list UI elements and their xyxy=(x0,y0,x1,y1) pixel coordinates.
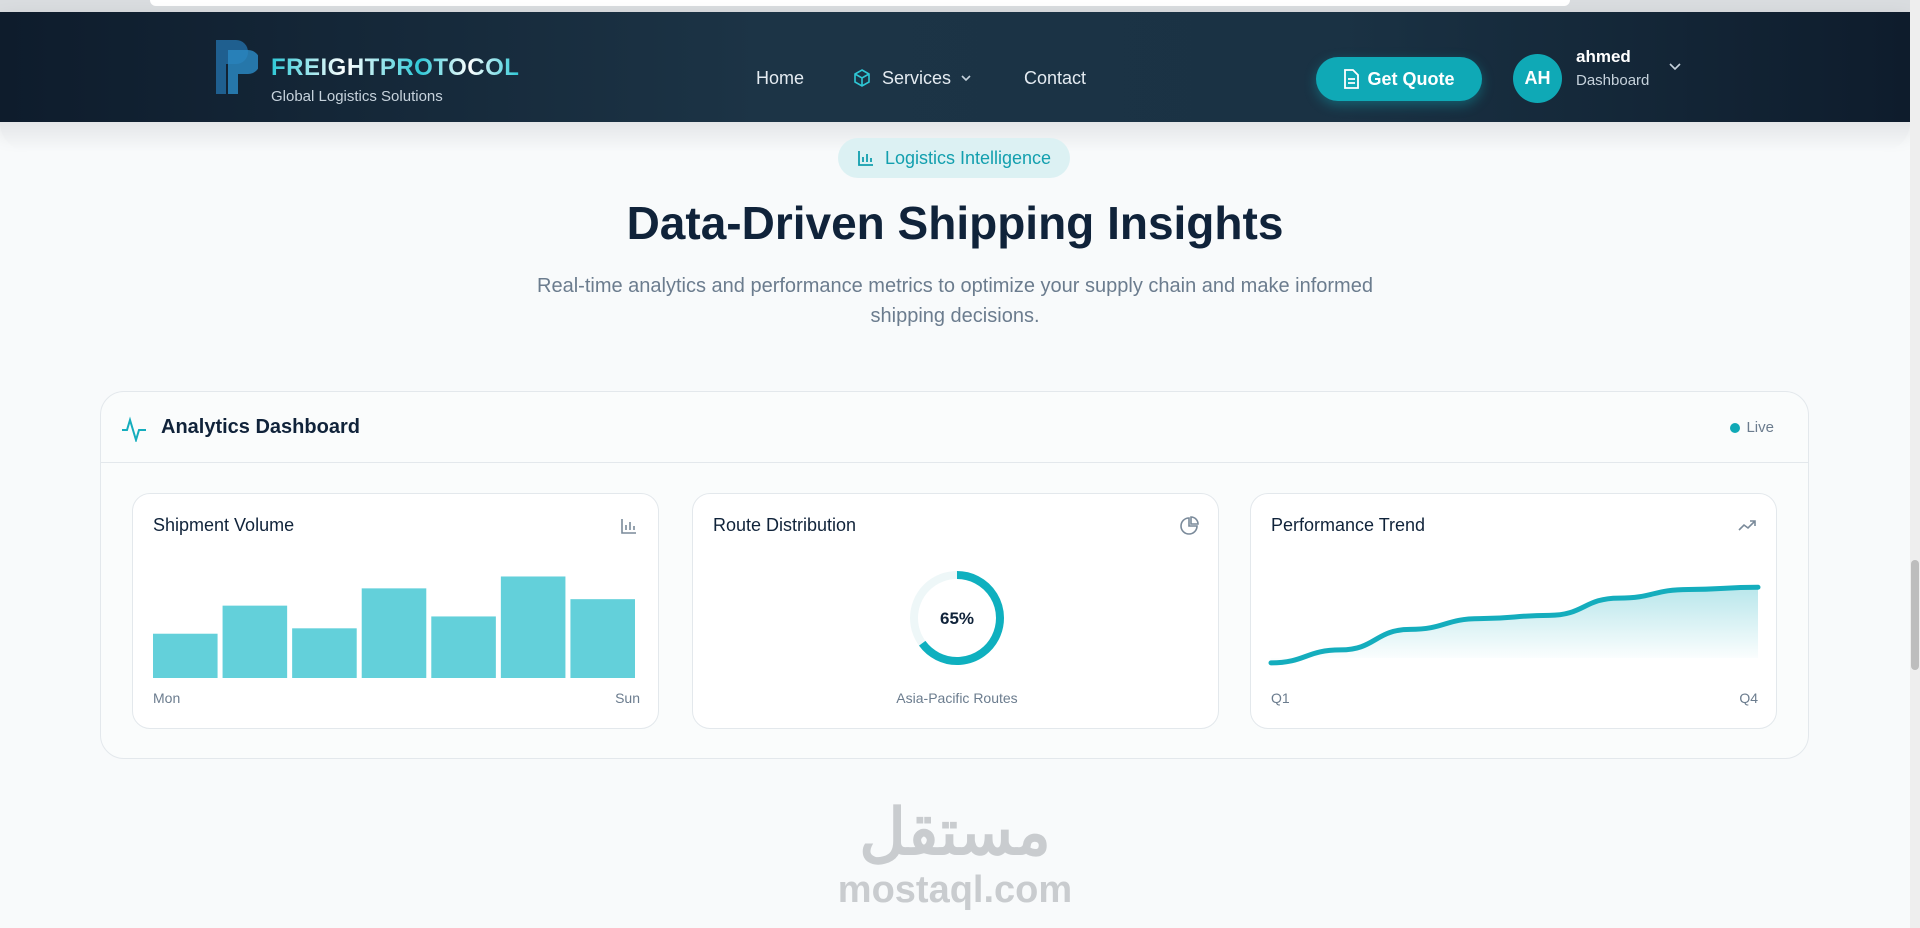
watermark-latin: mostaql.com xyxy=(837,869,1073,911)
logo[interactable] xyxy=(212,36,258,98)
nav-link[interactable]: Home xyxy=(756,68,805,88)
avatar[interactable]: AH xyxy=(1513,54,1562,103)
donut-arc xyxy=(918,571,1004,665)
nav-link[interactable]: Services xyxy=(882,68,952,88)
browser-bar xyxy=(0,0,1910,12)
icon-path xyxy=(1738,520,1756,531)
dashboard-card: Analytics Dashboard Live Shipment Volume… xyxy=(100,391,1809,759)
scroll-thumb[interactable] xyxy=(1911,560,1919,670)
x-tick-label: Q1 xyxy=(1271,690,1290,706)
x-tick-label: Mon xyxy=(153,690,180,706)
chart: Shipment Volume Mon Sun xyxy=(153,515,640,706)
chart-icon xyxy=(1738,520,1756,531)
bar xyxy=(570,599,635,678)
doc-icon xyxy=(1344,69,1360,89)
services-icon xyxy=(854,69,870,87)
bar xyxy=(153,633,218,678)
bar xyxy=(500,576,566,678)
chart: Route Distribution 65% Asia-Pacific Routes xyxy=(713,515,1199,706)
chart-icon xyxy=(621,519,636,534)
bar xyxy=(222,605,288,678)
x-tick-label: Q4 xyxy=(1739,690,1758,706)
donut-value: 65% xyxy=(940,609,974,628)
user-chevron[interactable] xyxy=(1668,62,1682,72)
icon-path xyxy=(1180,516,1199,535)
brand[interactable]: FREIGHTPROTOCOL xyxy=(271,54,520,81)
user-role: Dashboard xyxy=(1576,72,1650,89)
scrollbar[interactable] xyxy=(1910,0,1920,928)
live-status: Live xyxy=(1746,419,1774,436)
section-badge: Logistics Intelligence xyxy=(838,138,1070,178)
chart-card: Route Distribution 65% Asia-Pacific Routes xyxy=(692,493,1219,729)
get-quote-button[interactable]: Get Quote xyxy=(1316,57,1482,101)
chart-card: Shipment Volume Mon Sun xyxy=(132,493,659,729)
icon-path xyxy=(621,519,636,534)
bar xyxy=(431,616,496,678)
chart-title: Performance Trend xyxy=(1271,515,1425,535)
badge-text: Logistics Intelligence xyxy=(884,147,1052,168)
trend-line xyxy=(1268,584,1761,666)
dashboard-header xyxy=(101,392,1808,463)
watermark-arabic: مستقل xyxy=(859,796,1051,868)
chart: Performance Trend Q1 Q4 xyxy=(1268,515,1761,706)
dashboard-title: Analytics Dashboard xyxy=(161,416,360,438)
browser-tab xyxy=(150,0,1570,6)
pulse-icon xyxy=(122,416,146,442)
chart-card: Performance Trend Q1 Q4 xyxy=(1250,493,1777,729)
bar xyxy=(361,588,427,678)
donut-label: Asia-Pacific Routes xyxy=(896,690,1017,706)
nav-link[interactable]: Contact xyxy=(1024,68,1087,88)
chevron xyxy=(961,75,971,82)
hero-subtitle: Real-time analytics and performance metr… xyxy=(537,275,1373,327)
bar xyxy=(292,628,357,678)
user-name: ahmed xyxy=(1576,47,1631,66)
badge-icon xyxy=(858,151,873,166)
tagline: Global Logistics Solutions xyxy=(271,88,443,105)
live-dot xyxy=(1730,423,1740,433)
chart-icon xyxy=(1180,516,1199,535)
chart-title: Shipment Volume xyxy=(153,515,294,535)
hero-title: Data-Driven Shipping Insights xyxy=(626,197,1284,249)
navbar: FREIGHTPROTOCOL Global Logistics Solutio… xyxy=(0,12,1910,122)
trend-area xyxy=(1271,587,1758,663)
chart-title: Route Distribution xyxy=(713,515,856,535)
x-tick-label: Sun xyxy=(615,690,640,706)
button-label: Get Quote xyxy=(1367,68,1455,89)
